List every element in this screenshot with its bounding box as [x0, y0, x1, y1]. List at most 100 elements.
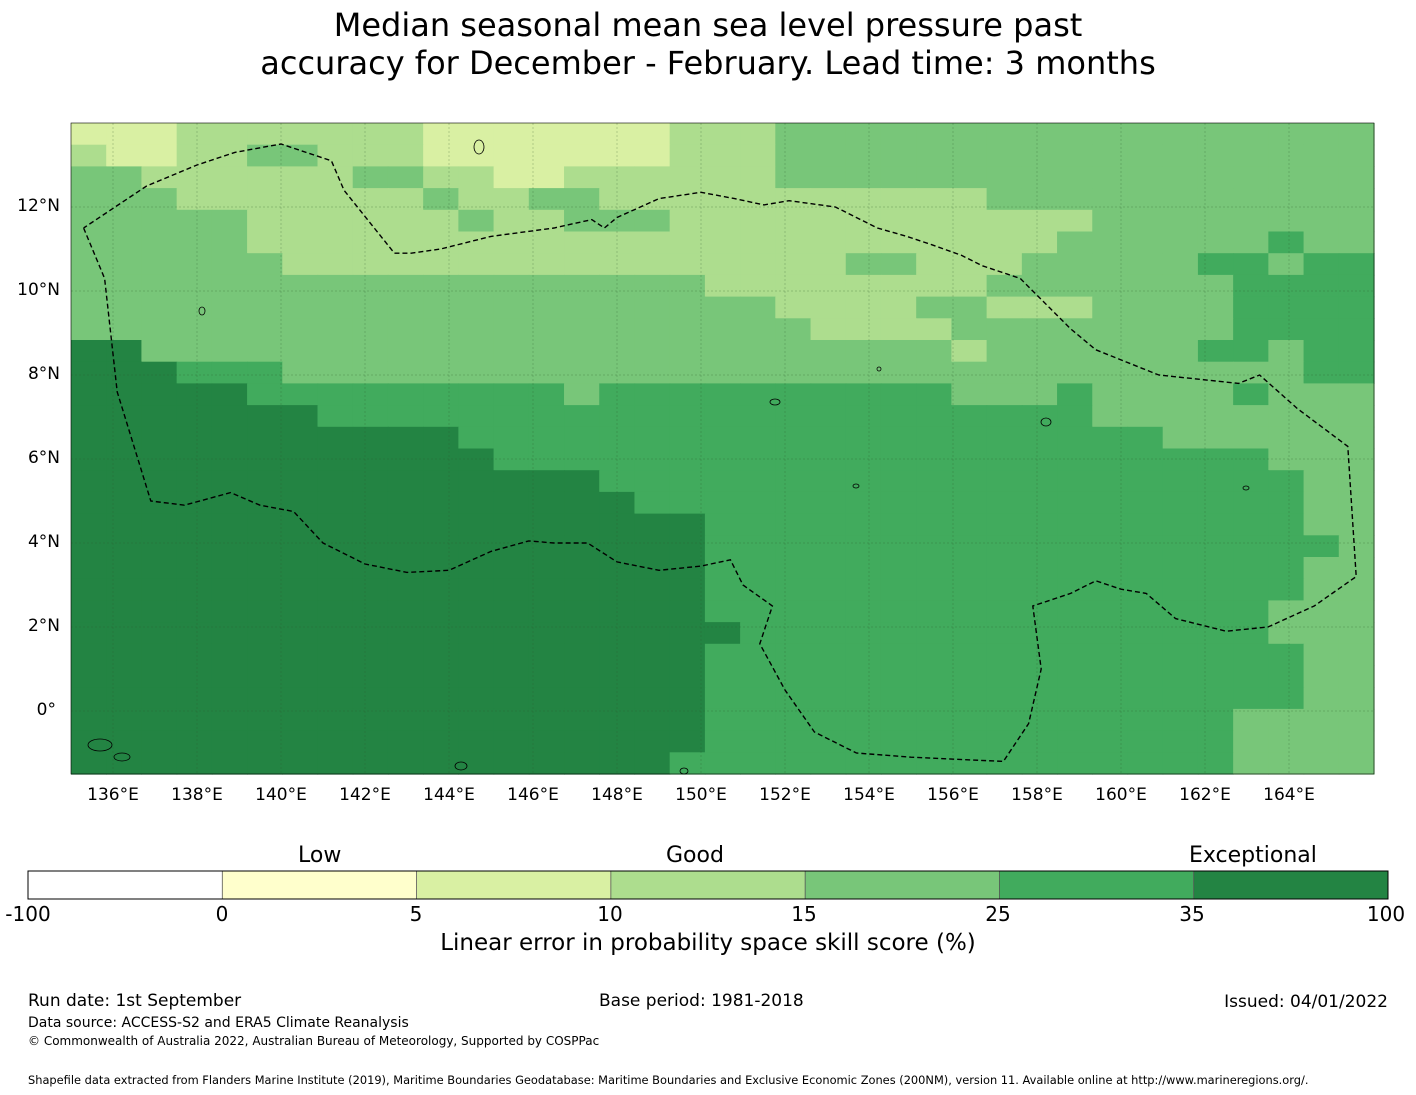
grid-cell	[1127, 166, 1164, 189]
grid-cell	[317, 426, 354, 450]
grid-cell	[1057, 687, 1093, 710]
grid-cell	[634, 557, 671, 580]
grid-cell	[845, 188, 882, 211]
grid-cell	[493, 470, 530, 493]
grid-cell	[493, 752, 530, 775]
grid-cell	[1127, 274, 1164, 298]
grid-cell	[564, 405, 600, 428]
grid-cell	[211, 665, 248, 688]
grid-cell	[71, 578, 107, 601]
grid-cell	[1303, 123, 1340, 146]
grid-cell	[880, 274, 917, 298]
grid-cell	[528, 188, 565, 211]
grid-cell	[1303, 296, 1340, 319]
colorbar-tick: 35	[1179, 902, 1205, 926]
grid-cell	[458, 426, 495, 450]
grid-cell	[423, 622, 459, 645]
grid-cell	[951, 491, 988, 515]
grid-cell	[71, 600, 107, 623]
grid-cell	[493, 730, 530, 753]
grid-cell	[669, 491, 706, 515]
grid-cell	[458, 643, 495, 667]
grid-cell	[423, 361, 459, 384]
grid-cell	[317, 448, 354, 471]
grid-cell	[352, 730, 389, 753]
grid-cell	[1338, 340, 1375, 363]
grid-cell	[986, 578, 1023, 601]
grid-cell	[916, 144, 953, 167]
graticule	[71, 123, 1374, 774]
grid-cell	[564, 665, 600, 688]
grid-cell	[1021, 361, 1058, 384]
grid-cell	[916, 405, 953, 428]
grid-cell	[880, 383, 917, 406]
grid-cell	[176, 188, 213, 211]
grid-cell	[423, 318, 459, 341]
grid-cell	[282, 448, 319, 471]
grid-cell	[247, 687, 283, 710]
grid-cell	[810, 557, 847, 580]
grid-cell	[845, 123, 882, 146]
grid-cell	[810, 426, 847, 450]
grid-cell	[740, 383, 776, 406]
grid-cell	[1268, 166, 1305, 189]
grid-cell	[564, 209, 600, 233]
grid-cell	[493, 426, 530, 450]
grid-cell	[493, 448, 530, 471]
grid-cell	[493, 643, 530, 667]
grid-cell	[669, 209, 706, 233]
grid-cell	[775, 426, 812, 450]
grid-cell	[211, 274, 248, 298]
islands	[87, 139, 1250, 775]
grid-cell	[1303, 491, 1340, 515]
base-period: Base period: 1981-2018	[599, 991, 804, 1011]
colorbar-tick: 5	[409, 902, 423, 926]
grid-cell	[1268, 253, 1305, 276]
grid-cell	[528, 209, 565, 233]
grid-cell	[1057, 253, 1093, 276]
grid-cell	[423, 708, 459, 732]
grid-cell	[71, 405, 107, 428]
grid-cell	[1268, 318, 1305, 341]
grid-cell	[845, 231, 882, 254]
grid-cell	[247, 708, 283, 732]
grid-cell	[317, 296, 354, 319]
grid-cell	[1127, 144, 1164, 167]
grid-cell	[1021, 405, 1058, 428]
grid-cell	[423, 643, 459, 667]
grid-cell	[493, 513, 530, 536]
grid-cell	[845, 730, 882, 753]
grid-cell	[1197, 209, 1234, 233]
grid-cell	[704, 665, 741, 688]
grid-cell	[1092, 296, 1129, 319]
grid-cell	[1021, 535, 1058, 558]
grid-cell	[1233, 535, 1269, 558]
grid-cell	[740, 578, 776, 601]
grid-cell	[880, 340, 917, 363]
grid-cell	[106, 665, 143, 688]
grid-cell	[880, 600, 917, 623]
grid-cell	[916, 600, 953, 623]
grid-cell	[1021, 491, 1058, 515]
grid-cell	[176, 123, 213, 146]
grid-cell	[669, 643, 706, 667]
lon-label: 152°E	[759, 785, 811, 805]
grid-cell	[1092, 253, 1129, 276]
grid-cell	[951, 274, 988, 298]
grid-cell	[669, 535, 706, 558]
grid-cell	[247, 340, 283, 363]
grid-cell	[810, 448, 847, 471]
grid-cell	[1092, 557, 1129, 580]
grid-cell	[916, 643, 953, 667]
grid-cell	[845, 448, 882, 471]
grid-cell	[634, 361, 671, 384]
grid-cell	[704, 318, 741, 341]
grid-cell	[775, 318, 812, 341]
grid-cell	[1268, 426, 1305, 450]
grid-cell	[704, 643, 741, 667]
grid-cell	[951, 253, 988, 276]
grid-cell	[141, 405, 178, 428]
grid-cell	[1338, 209, 1375, 233]
grid-cell	[211, 296, 248, 319]
grid-cell	[810, 166, 847, 189]
